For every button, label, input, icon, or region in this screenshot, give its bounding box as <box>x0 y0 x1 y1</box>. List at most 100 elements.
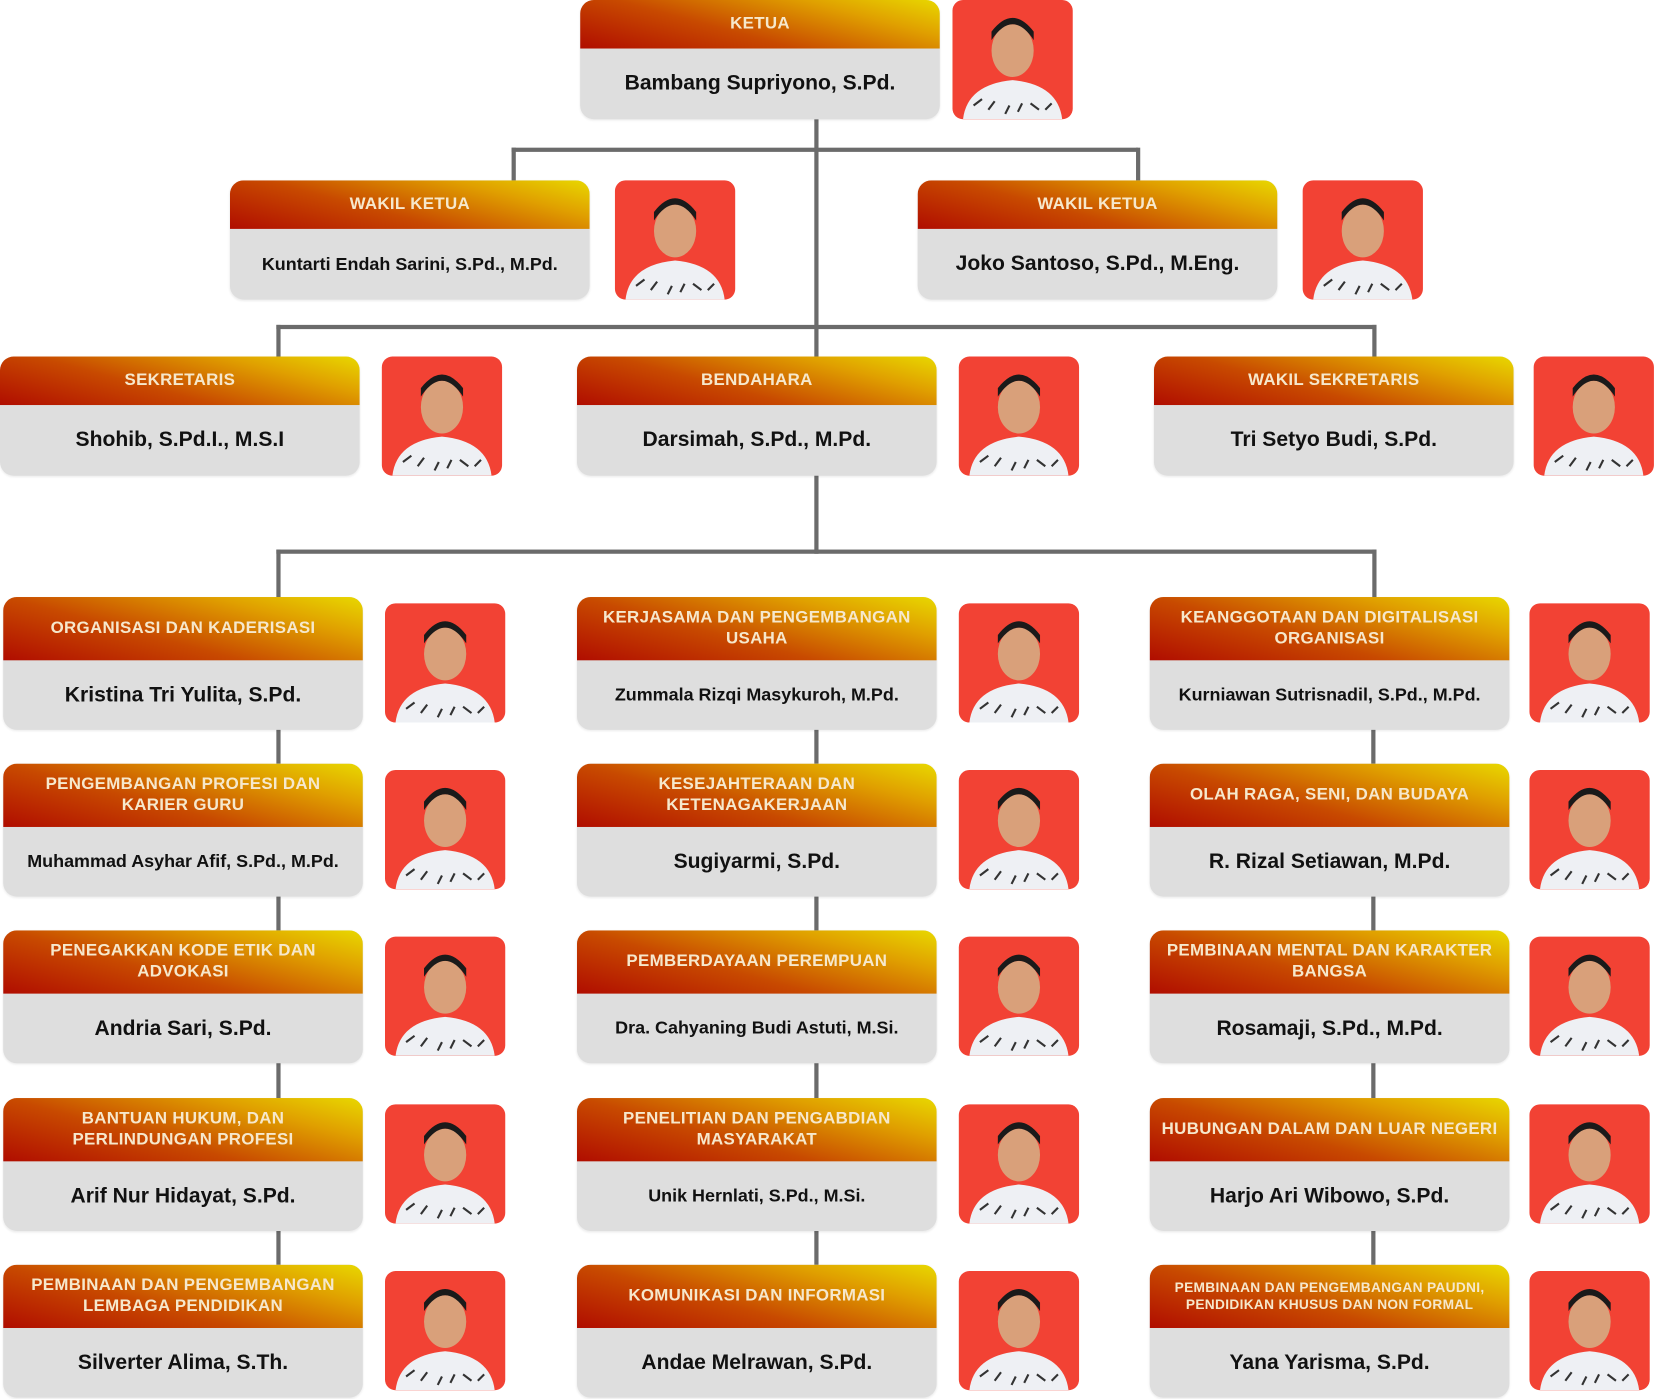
member-photo <box>958 770 1080 890</box>
position-title: HUBUNGAN DALAM DAN LUAR NEGERI <box>1149 1098 1510 1162</box>
member-photo <box>1529 1104 1650 1224</box>
member-name: Arif Nur Hidayat, S.Pd. <box>70 1184 296 1208</box>
connector-line <box>1372 549 1377 599</box>
position-title: BENDAHARA <box>576 356 937 406</box>
member-name: R. Rizal Setiawan, M.Pd. <box>1208 849 1451 873</box>
position-title: PEMBINAAN DAN PENGEMBANGAN PAUDNI, PENDI… <box>1149 1264 1510 1328</box>
person-silhouette-icon <box>969 1122 1069 1224</box>
member-name: Kristina Tri Yulita, S.Pd. <box>64 682 302 707</box>
member-name: Dra. Cahyaning Budi Astuti, M.Si. <box>615 1017 899 1038</box>
position-title: PEMBINAAN DAN PENGEMBANGAN LEMBAGA PENDI… <box>3 1264 363 1328</box>
position-title: OLAH RAGA, SENI, DAN BUDAYA <box>1149 763 1510 827</box>
person-silhouette-icon <box>1540 1288 1640 1391</box>
member-name: Andae Melrawan, S.Pd. <box>641 1350 873 1374</box>
connector-line <box>1372 324 1377 359</box>
person-silhouette-icon <box>963 17 1063 120</box>
position-card: PENELITIAN DAN PENGABDIAN MASYARAKAT Unik… <box>576 1098 937 1231</box>
position-card: BENDAHARA Darsimah, S.Pd., M.Pd. <box>576 356 937 476</box>
position-card: KETUA Bambang Supriyono, S.Pd. <box>580 0 940 120</box>
person-silhouette-icon <box>1540 1122 1640 1224</box>
position-card: KOMUNIKASI DAN INFORMASI Andae Melrawan, … <box>576 1264 937 1398</box>
connector-line <box>276 324 281 359</box>
connector-line <box>511 147 1139 152</box>
position-card: PEMBINAAN MENTAL DAN KARAKTER BANGSA Rosa… <box>1149 930 1510 1064</box>
member-name: Andria Sari, S.Pd. <box>94 1016 272 1040</box>
person-silhouette-icon <box>969 621 1069 723</box>
position-card: PEMBERDAYAAN PEREMPUAN Dra. Cahyaning Bud… <box>576 930 937 1064</box>
position-card: KEANGGOTAAN DAN DIGITALISASI ORGANISASI K… <box>1149 597 1510 730</box>
person-silhouette-icon <box>395 954 495 1056</box>
member-photo <box>1302 180 1423 300</box>
person-silhouette-icon <box>969 954 1069 1056</box>
position-title: WAKIL KETUA <box>229 180 590 229</box>
member-name: Silverter Alima, S.Th. <box>77 1350 289 1374</box>
member-photo <box>1529 603 1650 723</box>
member-photo <box>958 936 1080 1056</box>
position-title: PENELITIAN DAN PENGABDIAN MASYARAKAT <box>576 1098 937 1162</box>
connector-line <box>276 549 281 599</box>
member-name: Yana Yarisma, S.Pd. <box>1229 1350 1430 1374</box>
member-photo <box>958 1104 1080 1224</box>
position-title: PEMBERDAYAAN PEREMPUAN <box>576 930 937 994</box>
position-card: BANTUAN HUKUM, DAN PERLINDUNGAN PROFESI A… <box>3 1098 363 1231</box>
position-card: WAKIL KETUA Kuntarti Endah Sarini, S.Pd.,… <box>229 180 590 300</box>
position-card: PEMBINAAN DAN PENGEMBANGAN PAUDNI, PENDI… <box>1149 1264 1510 1398</box>
position-title: KERJASAMA DAN PENGEMBANGAN USAHA <box>576 597 937 661</box>
person-silhouette-icon <box>395 1288 495 1391</box>
person-silhouette-icon <box>1544 374 1644 476</box>
position-title: BANTUAN HUKUM, DAN PERLINDUNGAN PROFESI <box>3 1098 363 1162</box>
position-title: WAKIL SEKRETARIS <box>1153 356 1514 406</box>
person-silhouette-icon <box>395 787 495 890</box>
person-silhouette-icon <box>969 1288 1069 1391</box>
member-photo <box>385 1104 506 1224</box>
member-photo <box>1529 936 1650 1056</box>
position-title: PENEGAKKAN KODE ETIK DAN ADVOKASI <box>3 930 363 994</box>
person-silhouette-icon <box>969 787 1069 890</box>
position-card: PEMBINAAN DAN PENGEMBANGAN LEMBAGA PENDI… <box>3 1264 363 1398</box>
member-name: Tri Setyo Budi, S.Pd. <box>1230 428 1437 452</box>
position-card: KESEJAHTERAAN DAN KETENAGAKERJAAN Sugiyar… <box>576 763 937 897</box>
member-photo <box>385 603 506 723</box>
member-photo <box>614 180 736 300</box>
member-photo <box>952 0 1073 120</box>
person-silhouette-icon <box>395 1122 495 1224</box>
member-name: Sugiyarmi, S.Pd. <box>673 849 841 873</box>
member-photo <box>385 770 506 890</box>
member-photo <box>1529 1271 1650 1391</box>
person-silhouette-icon <box>969 374 1069 476</box>
person-silhouette-icon <box>1540 621 1640 723</box>
member-name: Muhammad Asyhar Afif, S.Pd., M.Pd. <box>27 851 339 872</box>
member-photo <box>958 356 1080 476</box>
person-silhouette-icon <box>395 621 495 723</box>
member-photo <box>1529 770 1650 890</box>
connector-line <box>814 119 819 554</box>
position-title: PEMBINAAN MENTAL DAN KARAKTER BANGSA <box>1149 930 1510 994</box>
connector-line <box>276 324 1377 330</box>
position-title: KEANGGOTAAN DAN DIGITALISASI ORGANISASI <box>1149 597 1510 661</box>
position-title: PENGEMBANGAN PROFESI DAN KARIER GURU <box>3 763 363 827</box>
member-name: Darsimah, S.Pd., M.Pd. <box>642 428 872 452</box>
position-card: WAKIL SEKRETARIS Tri Setyo Budi, S.Pd. <box>1153 356 1514 476</box>
position-title: SEKRETARIS <box>0 356 360 406</box>
member-photo <box>958 1271 1080 1391</box>
position-card: ORGANISASI DAN KADERISASI Kristina Tri Yu… <box>3 597 363 730</box>
person-silhouette-icon <box>392 374 492 476</box>
position-title: KOMUNIKASI DAN INFORMASI <box>576 1264 937 1328</box>
member-photo <box>1533 356 1654 476</box>
member-name: Harjo Ari Wibowo, S.Pd. <box>1209 1184 1450 1208</box>
position-title: WAKIL KETUA <box>917 180 1278 229</box>
member-name: Shohib, S.Pd.I., M.S.I <box>75 428 285 452</box>
position-title: KESEJAHTERAAN DAN KETENAGAKERJAAN <box>576 763 937 827</box>
person-silhouette-icon <box>1540 954 1640 1056</box>
position-card: HUBUNGAN DALAM DAN LUAR NEGERI Harjo Ari … <box>1149 1098 1510 1231</box>
member-name: Unik Hernlati, S.Pd., M.Si. <box>648 1185 866 1206</box>
position-card: PENEGAKKAN KODE ETIK DAN ADVOKASI Andria … <box>3 930 363 1064</box>
person-silhouette-icon <box>1540 787 1640 890</box>
person-silhouette-icon <box>1313 198 1413 300</box>
member-name: Zummala Rizqi Masykuroh, M.Pd. <box>614 684 899 705</box>
position-card: WAKIL KETUA Joko Santoso, S.Pd., M.Eng. <box>917 180 1278 300</box>
position-card: KERJASAMA DAN PENGEMBANGAN USAHA Zummala … <box>576 597 937 730</box>
connector-line <box>511 147 516 182</box>
member-name: Kurniawan Sutrisnadil, S.Pd., M.Pd. <box>1178 684 1481 705</box>
